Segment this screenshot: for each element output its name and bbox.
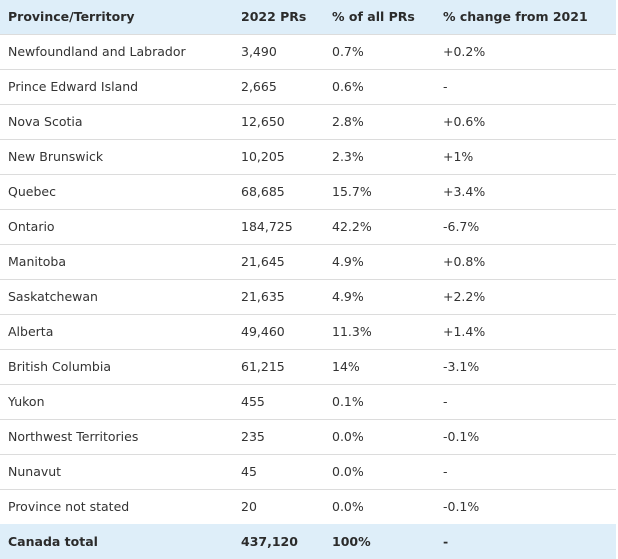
table-row: Newfoundland and Labrador 3,490 0.7% +0.2%	[0, 34, 616, 69]
cell-prs: 20	[241, 499, 257, 515]
cell-percent: 42.2%	[332, 219, 372, 234]
cell-change: +0.6%	[443, 114, 486, 129]
cell-change: +1%	[443, 149, 474, 164]
cell-percent: 0.7%	[332, 44, 364, 59]
cell-change: -	[443, 394, 448, 409]
cell-province: Yukon	[8, 394, 45, 409]
cell-prs: 21,645	[241, 254, 285, 269]
header-percent-change: % change from 2021	[443, 9, 588, 25]
cell-province: Nova Scotia	[8, 114, 83, 129]
cell-province: Province not stated	[8, 499, 130, 515]
cell-prs: 184,725	[241, 219, 293, 234]
cell-change: -	[443, 79, 448, 94]
cell-province: Saskatchewan	[8, 289, 98, 304]
cell-prs: 235	[241, 429, 265, 444]
header-percent-of-all: % of all PRs	[332, 9, 415, 25]
cell-percent: 0.0%	[332, 464, 364, 479]
cell-percent: 0.0%	[332, 499, 364, 515]
cell-prs: 68,685	[241, 184, 285, 199]
cell-percent: 14%	[332, 359, 360, 374]
total-prs: 437,120	[241, 534, 298, 549]
cell-change: +1.4%	[443, 324, 486, 339]
cell-province: Ontario	[8, 219, 55, 234]
cell-change: -6.7%	[443, 219, 480, 234]
cell-prs: 10,205	[241, 149, 285, 164]
table-row: Nunavut 45 0.0% -	[0, 454, 616, 489]
cell-province: Prince Edward Island	[8, 79, 139, 94]
table-header: Province/Territory 2022 PRs % of all PRs…	[0, 0, 616, 34]
cell-province: Alberta	[8, 324, 54, 339]
header-row: Province/Territory 2022 PRs % of all PRs…	[0, 0, 616, 34]
cell-province: Manitoba	[8, 254, 66, 269]
cell-change: +0.2%	[443, 44, 486, 59]
table-row: Ontario 184,725 42.2% -6.7%	[0, 209, 616, 244]
cell-province: Nunavut	[8, 464, 62, 479]
total-row: Canada total 437,120 100% -	[0, 524, 616, 559]
header-province: Province/Territory	[8, 9, 135, 25]
header-2022-prs: 2022 PRs	[241, 9, 307, 25]
cell-percent: 0.0%	[332, 429, 364, 444]
cell-change: -0.1%	[443, 499, 480, 515]
cell-province: New Brunswick	[8, 149, 104, 164]
cell-percent: 4.9%	[332, 289, 364, 304]
total-percent: 100%	[332, 534, 371, 549]
table-row: Yukon 455 0.1% -	[0, 384, 616, 419]
cell-prs: 21,635	[241, 289, 285, 304]
cell-prs: 49,460	[241, 324, 285, 339]
total-label: Canada total	[8, 534, 98, 549]
cell-change: -	[443, 464, 448, 479]
cell-prs: 2,665	[241, 79, 277, 94]
cell-province: Quebec	[8, 184, 56, 199]
cell-percent: 15.7%	[332, 184, 372, 199]
table-row: Province not stated 20 0.0% -0.1%	[0, 489, 616, 524]
total-change: -	[443, 534, 449, 549]
cell-change: -0.1%	[443, 429, 480, 444]
cell-prs: 3,490	[241, 44, 277, 59]
table-row: Manitoba 21,645 4.9% +0.8%	[0, 244, 616, 279]
cell-province: Northwest Territories	[8, 429, 139, 444]
cell-percent: 2.8%	[332, 114, 364, 129]
cell-percent: 2.3%	[332, 149, 364, 164]
table-row: Quebec 68,685 15.7% +3.4%	[0, 174, 616, 209]
cell-prs: 61,215	[241, 359, 285, 374]
cell-change: +0.8%	[443, 254, 486, 269]
cell-prs: 45	[241, 464, 257, 479]
table-row: Alberta 49,460 11.3% +1.4%	[0, 314, 616, 349]
table-body: Newfoundland and Labrador 3,490 0.7% +0.2% P…	[0, 34, 616, 559]
cell-change: +2.2%	[443, 289, 486, 304]
cell-percent: 0.1%	[332, 394, 364, 409]
cell-prs: 455	[241, 394, 265, 409]
table-row: New Brunswick 10,205 2.3% +1%	[0, 139, 616, 174]
table-row: British Columbia 61,215 14% -3.1%	[0, 349, 616, 384]
table-row: Northwest Territories 235 0.0% -0.1%	[0, 419, 616, 454]
table-row: Saskatchewan 21,635 4.9% +2.2%	[0, 279, 616, 314]
cell-prs: 12,650	[241, 114, 285, 129]
table-row: Prince Edward Island 2,665 0.6% -	[0, 69, 616, 104]
table-row: Nova Scotia 12,650 2.8% +0.6%	[0, 104, 616, 139]
cell-percent: 11.3%	[332, 324, 372, 339]
cell-change: +3.4%	[443, 184, 486, 199]
cell-change: -3.1%	[443, 359, 480, 374]
cell-percent: 0.6%	[332, 79, 364, 94]
cell-percent: 4.9%	[332, 254, 364, 269]
cell-province: British Columbia	[8, 359, 111, 374]
cell-province: Newfoundland and Labrador	[8, 44, 186, 59]
